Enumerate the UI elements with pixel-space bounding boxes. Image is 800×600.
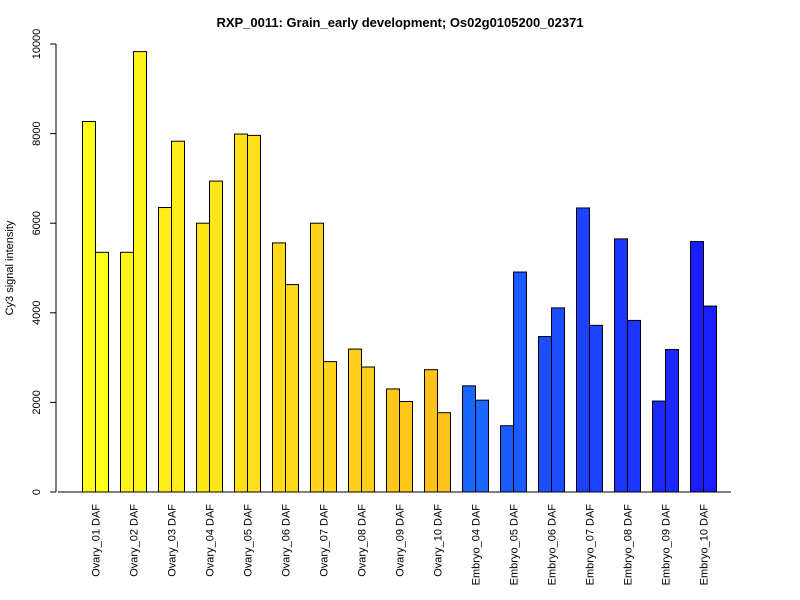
bar <box>247 134 261 493</box>
x-category-label: Embryo_10 DAF <box>699 504 711 586</box>
x-category-label: Embryo_07 DAF <box>585 504 597 586</box>
bar <box>399 401 413 493</box>
x-category-label: Embryo_05 DAF <box>509 504 521 586</box>
x-category-label: Ovary_01 DAF <box>91 504 103 577</box>
bar <box>234 133 248 493</box>
x-category-label: Ovary_10 DAF <box>433 504 445 577</box>
bar <box>551 307 565 493</box>
bar <box>690 241 704 493</box>
bar <box>475 399 489 493</box>
x-category-label: Ovary_09 DAF <box>395 504 407 577</box>
bar <box>500 425 514 493</box>
bar <box>513 271 527 493</box>
x-category-label: Ovary_02 DAF <box>129 504 141 577</box>
bar <box>538 336 552 493</box>
bar <box>272 242 286 493</box>
chart-title: RXP_0011: Grain_early development; Os02g… <box>216 15 583 30</box>
x-category-label: Embryo_09 DAF <box>661 504 673 586</box>
bar <box>589 324 603 493</box>
bar <box>665 349 679 493</box>
x-category-label: Ovary_06 DAF <box>281 504 293 577</box>
y-tick-label: 2000 <box>31 390 43 414</box>
y-axis-label: Cy3 signal intensity <box>4 220 16 315</box>
bar <box>627 319 641 493</box>
bar <box>310 222 324 493</box>
bar <box>323 361 337 493</box>
y-tick-label: 8000 <box>31 121 43 145</box>
bars <box>82 51 717 493</box>
y-axis: 0 2000 4000 6000 8000 10000 <box>31 29 57 495</box>
bar <box>95 251 109 493</box>
bar <box>133 51 147 493</box>
x-category-label: Ovary_04 DAF <box>205 504 217 577</box>
bar <box>576 207 590 493</box>
bar <box>171 140 185 493</box>
y-tick-label: 6000 <box>31 211 43 235</box>
bar <box>82 121 96 493</box>
y-tick-label: 4000 <box>31 301 43 325</box>
bar <box>158 207 172 493</box>
bar <box>424 369 438 493</box>
bar <box>348 348 362 493</box>
bar <box>652 400 666 493</box>
bar <box>196 222 210 493</box>
bar <box>703 305 717 493</box>
bar <box>462 385 476 493</box>
bar <box>386 388 400 493</box>
x-category-label: Ovary_07 DAF <box>319 504 331 577</box>
x-category-label: Embryo_08 DAF <box>623 504 635 586</box>
bar <box>437 412 451 493</box>
x-category-label: Ovary_03 DAF <box>167 504 179 577</box>
category-labels: Ovary_01 DAF Ovary_02 DAF Ovary_03 DAF Ovar… <box>91 504 711 586</box>
bar <box>209 180 223 493</box>
x-category-label: Ovary_08 DAF <box>357 504 369 577</box>
bar <box>614 238 628 493</box>
x-category-label: Ovary_05 DAF <box>243 504 255 577</box>
y-tick-label: 0 <box>31 489 43 495</box>
bar <box>361 366 375 493</box>
x-category-label: Embryo_04 DAF <box>471 504 483 586</box>
bar <box>285 284 299 493</box>
bar <box>120 251 134 493</box>
x-category-label: Embryo_06 DAF <box>547 504 559 586</box>
y-tick-label: 10000 <box>31 29 43 60</box>
